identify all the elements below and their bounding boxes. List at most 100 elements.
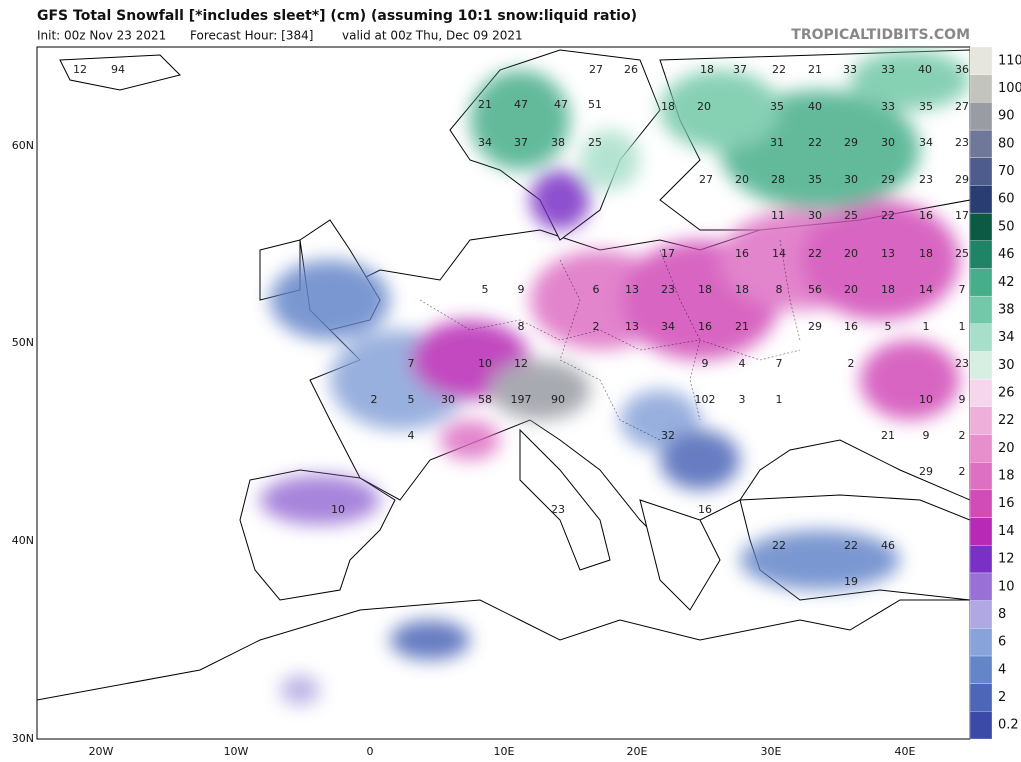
colorbar-label: 70: [998, 164, 1015, 179]
map-value-label: 90: [551, 393, 565, 406]
map-value-label: 29: [808, 320, 822, 333]
colorbar-swatch: [969, 517, 993, 546]
map-value-label: 22: [808, 136, 822, 149]
map-value-label: 25: [844, 209, 858, 222]
map-value-label: 28: [771, 173, 785, 186]
map-value-label: 5: [408, 393, 415, 406]
map-value-label: 16: [698, 503, 712, 516]
colorbar-label: 6: [998, 635, 1006, 650]
map-value-label: 12: [73, 63, 87, 76]
lon-label: 10W: [224, 745, 249, 758]
borders: [419, 239, 801, 441]
watermark: TROPICALTIDBITS.COM: [791, 27, 970, 43]
colorbar-label: 60: [998, 192, 1015, 207]
colorbar-swatch: [969, 295, 993, 324]
map-value-label: 2: [959, 429, 966, 442]
map-value-label: 17: [661, 247, 675, 260]
map-value-label: 7: [408, 357, 415, 370]
map-value-label: 18: [661, 100, 675, 113]
colorbar-swatch: [969, 406, 993, 435]
map-value-label: 20: [844, 247, 858, 260]
colorbar-label: 14: [998, 524, 1015, 539]
map-value-label: 35: [770, 100, 784, 113]
map-value-label: 25: [588, 136, 602, 149]
forecast-hour: Forecast Hour: [384]: [190, 29, 313, 43]
colorbar-swatch: [969, 683, 993, 712]
map-value-label: 36: [955, 63, 969, 76]
map-value-label: 6: [593, 283, 600, 296]
map-value-label: 27: [589, 63, 603, 76]
colorbar-swatch: [969, 711, 993, 740]
map-value-label: 38: [551, 136, 565, 149]
colorbar-swatch: [969, 462, 993, 491]
colorbar-swatch: [969, 157, 993, 186]
map-value-label: 18: [881, 283, 895, 296]
colorbar-swatch: [969, 129, 993, 158]
map-value-label: 22: [772, 63, 786, 76]
colorbar-swatch: [969, 434, 993, 463]
lon-label: 30E: [761, 745, 782, 758]
colorbar-swatch: [969, 46, 993, 75]
map-value-label: 32: [661, 429, 675, 442]
map-value-label: 1: [923, 320, 930, 333]
map-value-label: 13: [625, 320, 639, 333]
map-value-label: 33: [843, 63, 857, 76]
map-value-label: 7: [959, 283, 966, 296]
map-value-label: 21: [808, 63, 822, 76]
map-value-label: 21: [881, 429, 895, 442]
lon-label: 20W: [89, 745, 114, 758]
colorbar-swatch: [969, 379, 993, 407]
snow-area: [660, 70, 780, 150]
map-value-label: 3: [739, 393, 746, 406]
lon-label: 0: [367, 745, 374, 758]
map-value-label: 16: [698, 320, 712, 333]
map-value-label: 2: [959, 465, 966, 478]
colorbar-swatch: [969, 489, 993, 518]
colorbar-label: 34: [998, 330, 1015, 345]
colorbar-swatch: [969, 74, 993, 103]
colorbar-swatch: [969, 268, 993, 297]
colorbar-label: 8: [998, 607, 1006, 622]
map-value-label: 9: [923, 429, 930, 442]
lat-label: 40N: [12, 534, 34, 547]
map-value-label: 31: [770, 136, 784, 149]
map-value-label: 2: [593, 320, 600, 333]
snowfall-field: [260, 50, 970, 705]
lon-label: 40E: [895, 745, 916, 758]
map-value-label: 23: [955, 357, 969, 370]
map-value-label: 27: [699, 173, 713, 186]
map-value-label: 12: [514, 357, 528, 370]
colorbar-swatch: [969, 628, 993, 657]
map-value-label: 14: [772, 247, 786, 260]
lat-label: 30N: [12, 732, 34, 745]
map-value-label: 26: [624, 63, 638, 76]
map-value-label: 17: [955, 209, 969, 222]
snow-area: [850, 50, 970, 110]
map-value-label: 47: [554, 98, 568, 111]
valid-time: valid at 00z Thu, Dec 09 2021: [342, 29, 523, 43]
snow-area: [470, 70, 570, 170]
map-value-label: 30: [881, 136, 895, 149]
map-value-label: 21: [735, 320, 749, 333]
map-value-label: 37: [733, 63, 747, 76]
colorbar-swatch: [969, 323, 993, 352]
map-value-label: 29: [844, 136, 858, 149]
map-value-label: 16: [919, 209, 933, 222]
snow-area: [440, 420, 500, 460]
colorbar-label: 0.2: [998, 718, 1019, 733]
map-value-label: 23: [551, 503, 565, 516]
map-value-label: 9: [959, 393, 966, 406]
map-value-label: 25: [955, 247, 969, 260]
colorbar-label: 16: [998, 496, 1015, 511]
map-value-label: 47: [514, 98, 528, 111]
colorbar-label: 110: [998, 53, 1021, 68]
map-value-label: 56: [808, 283, 822, 296]
map-value-label: 8: [518, 320, 525, 333]
map-value-label: 46: [881, 539, 895, 552]
map-value-label: 13: [881, 247, 895, 260]
map-value-label: 8: [776, 283, 783, 296]
title: GFS Total Snowfall [*includes sleet*] (c…: [37, 8, 637, 24]
map-value-label: 35: [808, 173, 822, 186]
map-value-label: 51: [588, 98, 602, 111]
map-value-label: 30: [844, 173, 858, 186]
